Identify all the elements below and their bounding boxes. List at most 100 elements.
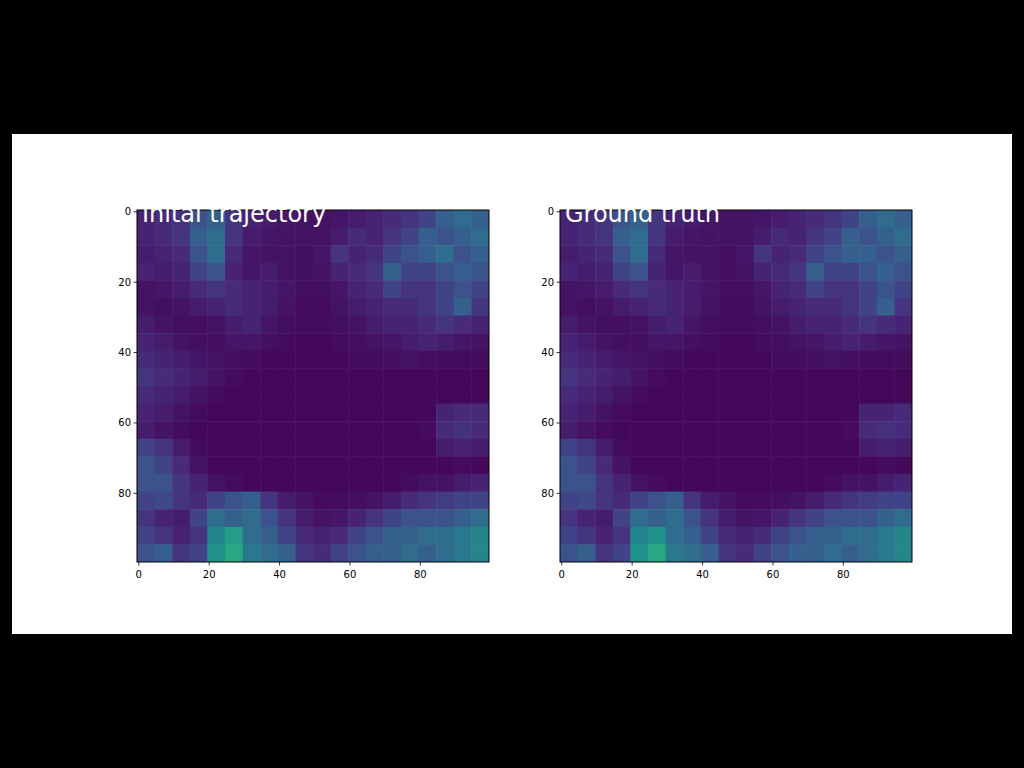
cell [789,509,807,527]
cell [613,474,631,492]
heatmap-cells [137,210,489,562]
cell [683,263,701,281]
cell [824,351,842,369]
cell [806,492,824,510]
cell [824,280,842,298]
cell [331,368,349,386]
cell [454,368,472,386]
cell [172,263,190,281]
cell [789,386,807,404]
cell [754,245,772,263]
cell [754,544,772,562]
cell [471,474,489,492]
cell [471,245,489,263]
cell [260,316,278,334]
cell [331,351,349,369]
cell [595,333,613,351]
cell [789,492,807,510]
cell [419,210,437,228]
cell [331,228,349,246]
cell [859,456,877,474]
cell [824,421,842,439]
cell [613,544,631,562]
cell [859,527,877,545]
cell [207,509,225,527]
y-tick-label: 20 [118,277,131,288]
cell [877,544,895,562]
cell [771,509,789,527]
cell [419,351,437,369]
cell [331,492,349,510]
cell [842,316,860,334]
cell [842,544,860,562]
cell [789,368,807,386]
cell [243,456,261,474]
cell [260,527,278,545]
cell [595,386,613,404]
cell [243,245,261,263]
cell [155,404,173,422]
cell [155,386,173,404]
cell [454,492,472,510]
cell [701,245,719,263]
cell [560,474,578,492]
y-tick [557,422,561,423]
cell [313,527,331,545]
cell [754,228,772,246]
cell [137,263,155,281]
cell [578,439,596,457]
cell [560,368,578,386]
cell [683,456,701,474]
cell [190,492,208,510]
cell [471,421,489,439]
cell [419,492,437,510]
cell [842,245,860,263]
cell [859,492,877,510]
cell [207,421,225,439]
cell [736,439,754,457]
cell [842,527,860,545]
cell [806,368,824,386]
x-tick [632,562,633,566]
cell [877,509,895,527]
cell [225,316,243,334]
cell [172,280,190,298]
cell [401,368,419,386]
cell [207,245,225,263]
cell [155,474,173,492]
cell [225,386,243,404]
cell [789,421,807,439]
cell [666,386,684,404]
cell [454,263,472,281]
cell [278,298,296,316]
cell [436,421,454,439]
cell [789,527,807,545]
cell [824,368,842,386]
cell [595,474,613,492]
cell [225,527,243,545]
cell [278,351,296,369]
cell [436,527,454,545]
cell [454,456,472,474]
cell [207,456,225,474]
cell [806,544,824,562]
y-tick-label: 40 [541,347,554,358]
cell [313,474,331,492]
cell [754,351,772,369]
cell [243,386,261,404]
cell [754,404,772,422]
cell [348,492,366,510]
cell [894,386,912,404]
cell [789,228,807,246]
cell [155,245,173,263]
cell [613,386,631,404]
cell [806,298,824,316]
cell [471,368,489,386]
cell [630,456,648,474]
cell [172,527,190,545]
cell [718,509,736,527]
cell [859,421,877,439]
cell [295,421,313,439]
cell [366,245,384,263]
cell [383,263,401,281]
